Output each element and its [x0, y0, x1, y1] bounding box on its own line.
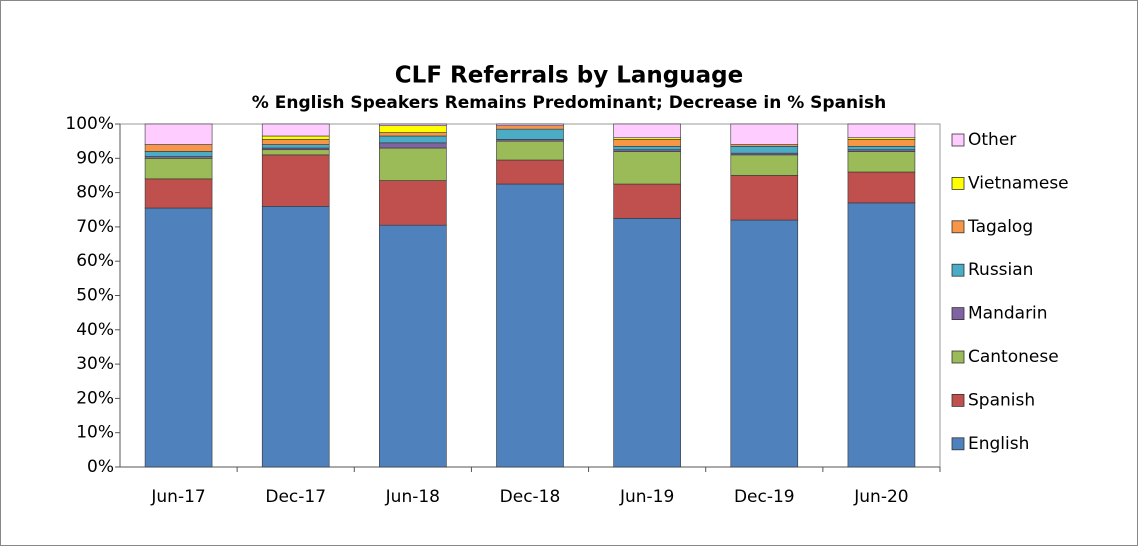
bar-segment: [144, 158, 213, 180]
bar-segment: [144, 207, 213, 468]
bar-segment: [847, 123, 916, 139]
bar-segment: [261, 135, 330, 140]
y-tick-label: 10%: [76, 423, 114, 443]
bar-segment: [613, 123, 681, 139]
chart-title: CLF Referrals by Language: [395, 63, 743, 89]
bar-segment: [847, 171, 916, 204]
bar-segment: [379, 142, 447, 149]
bar-segment: [261, 154, 330, 207]
legend-swatch: [951, 350, 965, 364]
bar-segment: [613, 145, 681, 151]
bar-segment: [613, 151, 681, 185]
bar-segment: [379, 123, 447, 127]
bar-segment: [496, 123, 564, 127]
bar-segment: [261, 149, 330, 156]
bar-segment: [144, 123, 213, 145]
bar-segment: [379, 132, 447, 137]
x-tick-label: Dec-19: [734, 487, 795, 507]
legend-label: English: [968, 434, 1029, 454]
legend-swatch: [951, 393, 965, 407]
x-tick-label: Dec-18: [500, 487, 561, 507]
y-tick-label: 0%: [87, 457, 114, 477]
bar-segment: [730, 154, 799, 176]
y-tick-label: 100%: [65, 114, 114, 134]
legend-label: Other: [968, 130, 1016, 150]
legend-label: Vietnamese: [968, 173, 1069, 193]
bar-segment: [730, 219, 799, 468]
bar-segment: [261, 123, 330, 137]
chart-subtitle: % English Speakers Remains Predominant; …: [252, 93, 886, 113]
bar-segment: [847, 139, 916, 147]
y-tick-label: 90%: [76, 148, 114, 168]
bar-segment: [379, 147, 447, 181]
bar-segment: [144, 151, 213, 157]
x-tick-label: Jun-20: [853, 487, 908, 507]
legend-swatch: [951, 133, 965, 147]
bar-segment: [613, 218, 681, 468]
bar-segment: [496, 128, 564, 140]
x-tick-label: Jun-19: [619, 487, 674, 507]
bar-segment: [379, 125, 447, 133]
bar-segment: [496, 140, 564, 161]
x-tick-label: Dec-17: [265, 487, 326, 507]
bar-segment: [144, 144, 213, 152]
bar-segment: [847, 202, 916, 468]
y-tick-label: 60%: [76, 251, 114, 271]
legend-swatch: [951, 220, 965, 234]
bar-segment: [613, 139, 681, 147]
bar-segment: [613, 183, 681, 219]
bar-segment: [261, 206, 330, 468]
bar-segment: [379, 180, 447, 226]
y-tick-label: 20%: [76, 388, 114, 408]
legend-label: Mandarin: [968, 304, 1048, 324]
bar-segment: [496, 159, 564, 185]
bar-segment: [496, 183, 564, 468]
y-tick-label: 50%: [76, 286, 114, 306]
legend-label: Spanish: [968, 390, 1035, 410]
y-tick-label: 40%: [76, 320, 114, 340]
bar-segment: [144, 178, 213, 209]
y-tick-label: 70%: [76, 217, 114, 237]
legend-swatch: [951, 176, 965, 190]
bar-segment: [379, 135, 447, 144]
legend-swatch: [951, 263, 965, 277]
legend-swatch: [951, 307, 965, 321]
x-tick-label: Jun-18: [385, 487, 440, 507]
bar-segment: [261, 144, 330, 149]
legend-label: Russian: [968, 260, 1033, 280]
y-tick-label: 80%: [76, 183, 114, 203]
bar-segment: [261, 139, 330, 145]
bar-segment: [847, 145, 916, 151]
legend-label: Tagalog: [967, 217, 1033, 237]
bar-segment: [379, 224, 447, 468]
bar-segment: [496, 125, 564, 130]
legend-label: Cantonese: [968, 347, 1059, 367]
bar-segment: [730, 123, 799, 145]
x-tick-label: Jun-17: [150, 487, 205, 507]
bar-segment: [730, 145, 799, 154]
legend-swatch: [951, 437, 965, 451]
bar-segment: [730, 175, 799, 221]
y-tick-label: 30%: [76, 354, 114, 374]
bar-segment: [847, 151, 916, 173]
